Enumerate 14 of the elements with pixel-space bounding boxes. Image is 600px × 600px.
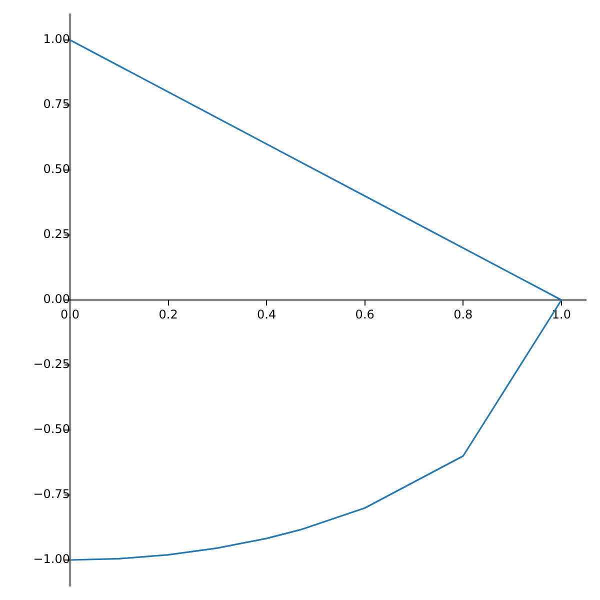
y-tick-label: −1.00 <box>33 552 70 566</box>
x-tick-label: 0.4 <box>257 307 276 322</box>
x-tick-label: 0.8 <box>454 307 473 322</box>
y-tick-label: −0.50 <box>33 422 70 436</box>
y-tick-label: −0.25 <box>33 357 70 372</box>
y-tick-label: 0.00 <box>43 292 70 306</box>
y-tick-label: 1.00 <box>43 32 70 46</box>
y-tick-label: 0.50 <box>43 162 70 176</box>
y-tick-label: 0.75 <box>43 97 70 112</box>
y-tick-label: 0.25 <box>43 227 70 242</box>
x-tick-label: 0.6 <box>355 307 374 322</box>
y-tick-label: −0.75 <box>33 487 70 502</box>
x-tick-label: 0.2 <box>158 307 178 322</box>
x-tick-label: 1.0 <box>552 307 571 322</box>
